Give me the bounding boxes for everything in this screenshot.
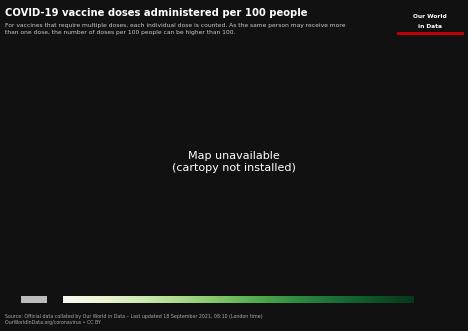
Text: Source: Official data collated by Our World in Data – Last updated 18 September : Source: Official data collated by Our Wo… (5, 314, 262, 325)
Text: Map unavailable
(cartopy not installed): Map unavailable (cartopy not installed) (172, 151, 296, 173)
Text: in Data: in Data (418, 24, 442, 29)
Text: For vaccines that require multiple doses, each individual dose is counted. As th: For vaccines that require multiple doses… (5, 23, 345, 35)
Text: Our World: Our World (413, 14, 447, 19)
Text: COVID-19 vaccine doses administered per 100 people: COVID-19 vaccine doses administered per … (5, 8, 307, 18)
